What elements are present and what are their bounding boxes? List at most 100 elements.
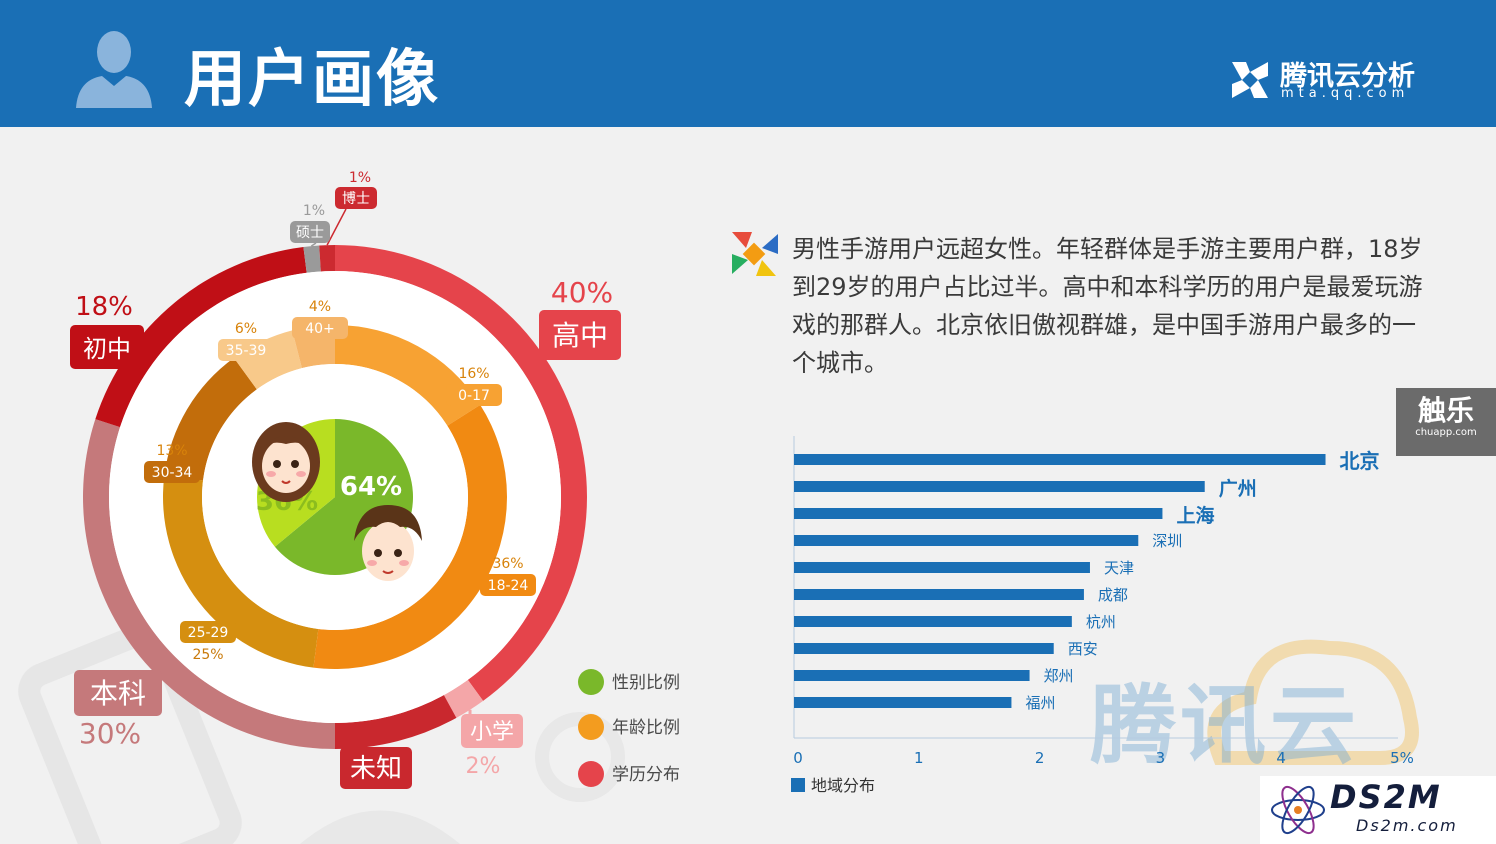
ds2m-watermark-url: Ds2m.com: [1356, 816, 1458, 835]
bar-label-8: 郑州: [1044, 667, 1074, 685]
age-slice-2: [163, 475, 319, 668]
age-label-range-0: 0-17: [458, 388, 490, 404]
edu-pct-master: 1%: [303, 203, 325, 219]
edu-pill-middle: [70, 325, 144, 369]
edu-label-unknown: 未知: [350, 754, 402, 784]
user-icon: [76, 31, 152, 108]
edu-slice-5: [303, 245, 321, 273]
chart-legend: 性别比例 年龄比例 学历分布: [578, 669, 680, 787]
edu-slice-3: [82, 419, 336, 749]
brand-url: mta.qq.com: [1281, 86, 1410, 101]
age-label-pill-2: [180, 621, 236, 643]
atom-logo-icon: [1271, 785, 1325, 835]
edu-pill-master: [290, 221, 330, 243]
edu-slice-1: [443, 679, 484, 718]
bar-6: [794, 616, 1072, 627]
age-label-pct-4: 6%: [235, 321, 257, 337]
cloud-watermark-icon: [1207, 639, 1419, 765]
edu-label-highschool: 高中: [552, 319, 608, 352]
pinwheel-logo-icon: [732, 232, 778, 276]
brand-name: 腾讯云分析: [1280, 61, 1415, 92]
age-label-pill-4: [218, 339, 274, 361]
edu-pill-primary: [461, 714, 523, 748]
bar-label-5: 成都: [1098, 586, 1128, 604]
bar-tick-0: 0: [793, 749, 803, 767]
ds2m-watermark-title: DS2M: [1330, 778, 1442, 816]
bar-1: [794, 481, 1205, 492]
gender-label-male: 64%: [340, 472, 402, 502]
edu-pct-highschool: 40%: [551, 276, 613, 309]
age-slice-3: [164, 357, 257, 481]
page-title: 用户画像: [184, 42, 441, 115]
edu-pct-bachelor: 30%: [79, 717, 141, 750]
age-label-pct-0: 16%: [458, 366, 489, 382]
edu-pill-phd: [335, 187, 377, 209]
age-label-pct-1: 36%: [492, 556, 523, 572]
bar-tick-2: 2: [1035, 749, 1045, 767]
bar-legend-swatch: [791, 778, 805, 792]
age-label-pct-2: 25%: [192, 647, 223, 663]
age-label-pct-5: 4%: [309, 299, 331, 315]
male-face-icon: [354, 505, 422, 581]
bar-label-1: 广州: [1219, 477, 1257, 500]
bar-label-3: 深圳: [1152, 532, 1182, 550]
bar-label-7: 西安: [1068, 640, 1098, 658]
legend-age: 年龄比例: [612, 718, 680, 738]
age-label-range-3: 30-34: [152, 465, 193, 481]
chuapp-badge: 触乐 chuapp.com: [1396, 388, 1496, 456]
bar-9: [794, 697, 1012, 708]
edu-label-primary: 小学: [470, 720, 514, 745]
demographics-donut-chart: 64%36%0-1716%18-2436%25-2925%30-3413%35-…: [18, 170, 680, 844]
age-label-pct-3: 13%: [156, 443, 187, 459]
legend-swatch-age: [578, 714, 604, 740]
bar-7: [794, 643, 1054, 654]
bar-5: [794, 589, 1084, 600]
tencent-cloud-logo-icon: [1232, 62, 1268, 98]
age-label-range-1: 18-24: [488, 578, 529, 594]
edu-label-phd: 博士: [342, 190, 370, 207]
bar-tick-4: 4: [1276, 749, 1286, 767]
edu-slice-0: [335, 245, 588, 701]
leader-master: [310, 242, 317, 247]
leader-phd: [326, 208, 347, 246]
age-label-range-5: 40+: [305, 321, 335, 337]
bar-label-9: 福州: [1025, 694, 1055, 712]
age-label-range-4: 35-39: [226, 343, 267, 359]
age-label-pill-0: [446, 384, 502, 406]
edu-pct-primary: 2%: [466, 754, 501, 779]
chuapp-badge-title: 触乐: [1417, 394, 1474, 427]
legend-education: 学历分布: [612, 765, 680, 785]
age-label-range-2: 25-29: [188, 625, 229, 641]
age-label-pill-1: [480, 574, 536, 596]
ds2m-watermark: DS2M Ds2m.com: [1260, 776, 1496, 844]
bar-tick-1: 1: [914, 749, 924, 767]
edu-slice-6: [319, 245, 335, 272]
bar-label-0: 北京: [1340, 449, 1380, 473]
edu-slice-2: [335, 695, 457, 749]
summary-text: 男性手游用户远超女性。年轻群体是手游主要用户群，18岁到29岁的用户占比过半。高…: [792, 235, 1423, 377]
legend-gender: 性别比例: [612, 673, 680, 693]
edu-pill-unknown: [340, 747, 412, 789]
edu-pct-phd: 1%: [349, 170, 371, 186]
bar-tick-3: 3: [1156, 749, 1166, 767]
header-bar: 用户画像 腾讯云分析 mta.qq.com: [0, 0, 1496, 127]
bar-label-4: 天津: [1104, 559, 1134, 577]
age-label-pill-3: [144, 461, 200, 483]
age-label-pill-5: [292, 317, 348, 339]
bar-3: [794, 535, 1139, 546]
edu-label-middle: 初中: [83, 335, 131, 363]
edu-pill-bachelor: [74, 670, 162, 716]
bar-4: [794, 562, 1090, 573]
edu-label-master: 硕士: [296, 225, 324, 241]
chuapp-badge-url: chuapp.com: [1415, 427, 1477, 438]
bar-legend-label: 地域分布: [811, 776, 875, 795]
legend-swatch-education: [578, 761, 604, 787]
bar-label-6: 杭州: [1086, 613, 1116, 631]
bar-0: [794, 454, 1326, 465]
bar-8: [794, 670, 1030, 681]
edu-label-bachelor: 本科: [90, 677, 146, 710]
edu-slice-4: [95, 246, 307, 428]
edu-pill-highschool: [539, 310, 621, 360]
bar-2: [794, 508, 1163, 519]
